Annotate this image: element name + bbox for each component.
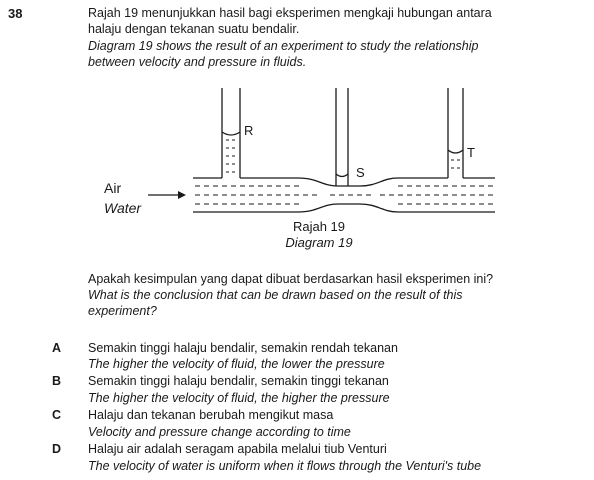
stem-english-line-1: Diagram 19 shows the result of an experi… [88,39,479,53]
label-s: S [356,165,365,180]
venturi-diagram: R S T Air Water Rajah 19 Diagram 19 [104,88,495,250]
label-water: Water [104,200,142,216]
prompt-english-line-2: experiment? [88,304,157,318]
prompt-english-line-1: What is the conclusion that can be drawn… [88,288,463,302]
option-c-letter[interactable]: C [52,408,62,422]
stem-english-line-2: between velocity and pressure in fluids. [88,55,307,69]
option-d-letter[interactable]: D [52,442,62,456]
stem-malay-line-1: Rajah 19 menunjukkan hasil bagi eksperim… [88,6,492,20]
flow-arrow-icon [148,191,186,199]
water-column-t [451,159,460,169]
stem-malay-line-2: halaju dengan tekanan suatu bendalir. [88,22,300,36]
label-air: Air [104,180,121,196]
option-a-letter[interactable]: A [52,341,62,355]
option-b-letter[interactable]: B [52,374,62,388]
option-a-english[interactable]: The higher the velocity of fluid, the lo… [88,357,385,371]
option-b-english[interactable]: The higher the velocity of fluid, the hi… [88,391,390,405]
option-d-english[interactable]: The velocity of water is uniform when it… [88,459,482,473]
option-a-malay[interactable]: Semakin tinggi halaju bendalir, semakin … [88,341,398,355]
question-number: 38 [8,6,23,21]
diagram-caption-english: Diagram 19 [285,235,352,250]
label-t: T [467,145,475,160]
option-b-malay[interactable]: Semakin tinggi halaju bendalir, semakin … [88,374,389,388]
vertical-tube-s [335,88,349,186]
option-c-english[interactable]: Velocity and pressure change according t… [88,425,351,439]
option-d-malay[interactable]: Halaju air adalah seragam apabila melalu… [88,442,387,456]
vertical-tube-t [447,88,464,178]
diagram-caption-malay: Rajah 19 [293,219,345,234]
water-flow-lines [195,185,493,205]
prompt-malay: Apakah kesimpulan yang dapat dibuat berd… [88,272,494,286]
option-c-malay[interactable]: Halaju dan tekanan berubah mengikut masa [88,408,334,422]
water-column-r [226,139,236,173]
label-r: R [244,123,253,138]
vertical-tube-r [221,88,241,178]
venturi-tube [193,177,495,213]
